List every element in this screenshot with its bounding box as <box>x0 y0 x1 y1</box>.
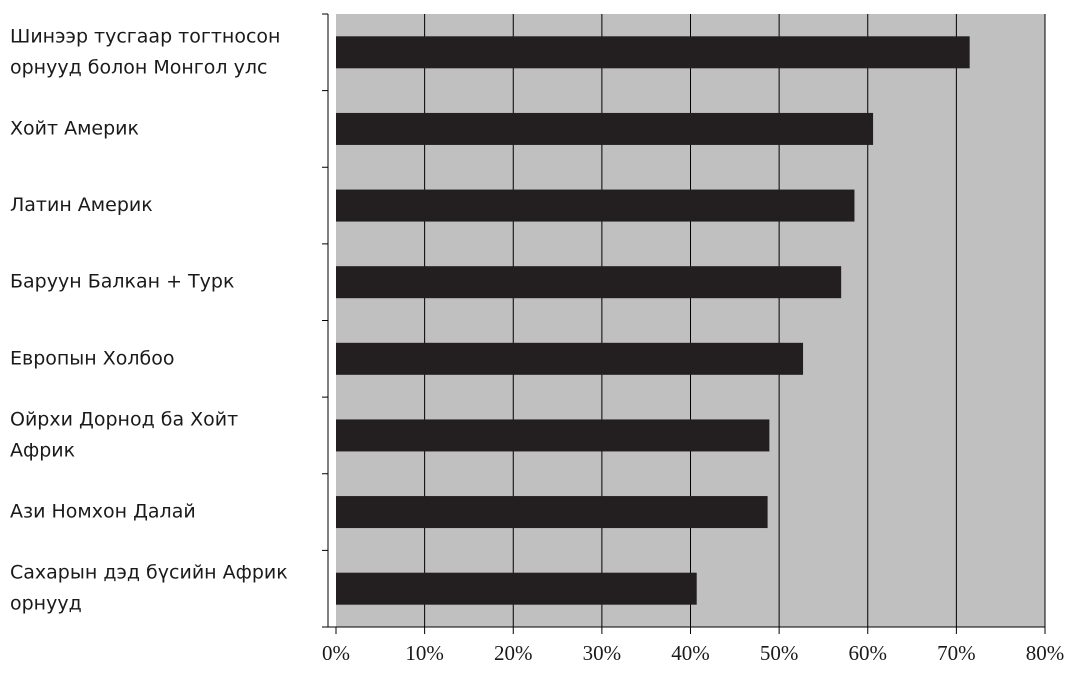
x-tick-label-20: 20% <box>494 641 533 665</box>
bars <box>336 36 970 605</box>
bar-4 <box>336 266 842 299</box>
x-tick-label-70: 70% <box>937 641 976 665</box>
category-label-5-line-1: Европын Холбоо <box>10 347 175 369</box>
x-tick-label-30: 30% <box>583 641 622 665</box>
x-tick-label-10: 10% <box>405 641 444 665</box>
category-label-1-line-1: Шинээр тусгаар тогтносон <box>10 25 280 47</box>
category-label-1-line-2: орнууд болон Монгол улс <box>10 56 267 78</box>
bar-6 <box>336 419 770 452</box>
bar-8 <box>336 572 697 605</box>
category-label-2-line-1: Хойт Америк <box>10 117 139 139</box>
x-tick-label-60: 60% <box>849 641 888 665</box>
category-label-3-line-1: Латин Америк <box>10 194 153 216</box>
bar-5 <box>336 342 804 375</box>
x-tick-label-50: 50% <box>760 641 799 665</box>
tick-labels: 0% 10% 20% 30% 40% 50% 60% 70% 80% <box>322 641 1064 665</box>
category-label-4-line-1: Баруун Балкан + Турк <box>10 271 234 293</box>
bar-1 <box>336 36 970 69</box>
x-tick-label-0: 0% <box>322 641 350 665</box>
bar-7 <box>336 496 768 529</box>
x-tick-label-40: 40% <box>671 641 710 665</box>
x-tick-label-80: 80% <box>1026 641 1065 665</box>
category-label-6-line-1: Ойрхи Дорнод ба Хойт <box>10 408 238 430</box>
category-label-6-line-2: Африк <box>10 439 75 461</box>
bar-3 <box>336 189 855 222</box>
category-label-7-line-1: Ази Номхон Далай <box>10 501 196 523</box>
axes <box>322 13 1046 634</box>
category-label-8-line-2: орнууд <box>10 593 82 615</box>
bar-2 <box>336 112 874 145</box>
category-label-8-line-1: Сахарын дэд бүсийн Африк <box>10 562 288 584</box>
category-labels: Шинээр тусгаар тогтносон орнууд болон Мон… <box>10 25 288 614</box>
